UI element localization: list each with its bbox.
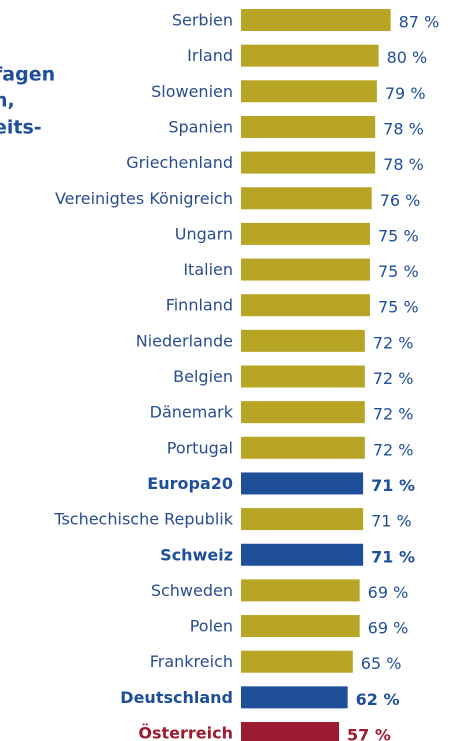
category-label: Deutschland: [120, 688, 233, 707]
category-label: Tschechische Republik: [53, 510, 233, 529]
category-label: Italien: [183, 260, 233, 279]
value-label: 69 %: [368, 583, 409, 602]
value-label: 57 %: [347, 726, 391, 741]
value-label: 62 %: [356, 690, 400, 709]
value-label: 79 %: [385, 84, 426, 103]
value-label: 87 %: [399, 13, 440, 32]
value-label: 72 %: [373, 405, 414, 424]
value-label: 71 %: [371, 512, 412, 531]
category-label: Österreich: [138, 724, 233, 741]
category-label: Irland: [187, 46, 233, 65]
value-label: 69 %: [368, 619, 409, 638]
bar: [241, 436, 365, 459]
value-label: 75 %: [378, 298, 419, 317]
bar: [241, 615, 360, 638]
category-label: Vereinigtes Königreich: [55, 189, 233, 208]
value-label: 75 %: [378, 262, 419, 281]
bar: [241, 294, 370, 317]
bar: [241, 222, 370, 245]
category-label: Niederlande: [136, 331, 233, 350]
title-line: eits-: [0, 117, 42, 139]
category-label: Slowenien: [151, 82, 233, 101]
value-label: 72 %: [373, 440, 414, 459]
value-label: 75 %: [378, 226, 419, 245]
value-label: 65 %: [361, 654, 402, 673]
category-label: Belgien: [173, 367, 233, 386]
category-label: Frankreich: [150, 652, 233, 671]
title-line: n,: [0, 90, 15, 112]
value-label: 78 %: [383, 155, 424, 174]
value-label: 71 %: [371, 547, 415, 566]
value-label: 72 %: [373, 369, 414, 388]
category-label: Europa20: [147, 474, 233, 493]
bar: [241, 508, 364, 531]
value-label: 80 %: [387, 48, 428, 67]
bar: [241, 44, 379, 67]
category-label: Ungarn: [175, 224, 233, 243]
category-label: Dänemark: [150, 403, 234, 422]
category-label: Schweiz: [160, 545, 233, 564]
bar: [241, 543, 364, 566]
bar: [241, 686, 348, 709]
bar: [241, 151, 376, 174]
bar: [241, 365, 365, 388]
bar: [241, 650, 353, 673]
bar: [241, 401, 365, 424]
bar: [241, 329, 365, 352]
bar: [241, 115, 376, 138]
value-label: 78 %: [383, 119, 424, 138]
category-label: Serbien: [172, 11, 233, 30]
category-label: Finnland: [166, 296, 233, 315]
bar: [241, 472, 364, 495]
value-label: 76 %: [380, 191, 421, 210]
category-label: Schweden: [151, 581, 233, 600]
bar: [241, 187, 372, 210]
bar: [241, 258, 370, 281]
value-label: 71 %: [371, 476, 415, 495]
value-label: 72 %: [373, 333, 414, 352]
category-label: Polen: [190, 617, 233, 636]
category-label: Griechenland: [126, 153, 233, 172]
bar: [241, 80, 377, 103]
category-label: Spanien: [168, 117, 233, 136]
bar: [241, 722, 340, 741]
title-line: fagen: [0, 64, 55, 86]
bar: [241, 579, 360, 602]
category-label: Portugal: [167, 438, 233, 457]
bar: [241, 9, 391, 31]
